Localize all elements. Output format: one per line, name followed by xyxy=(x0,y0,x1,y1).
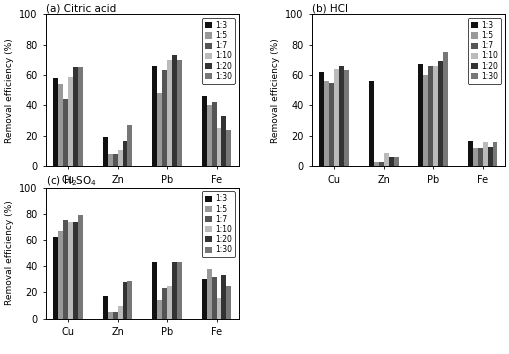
Text: (a) Citric acid: (a) Citric acid xyxy=(46,4,116,13)
Bar xyxy=(388,157,393,166)
Bar xyxy=(383,153,388,166)
Bar xyxy=(78,215,83,319)
Bar xyxy=(492,142,496,166)
Bar xyxy=(63,220,68,319)
Bar xyxy=(53,238,58,319)
Y-axis label: Removal efficiency (%): Removal efficiency (%) xyxy=(270,38,279,143)
Bar xyxy=(422,75,428,166)
Bar xyxy=(107,312,112,319)
Bar xyxy=(157,300,162,319)
Bar xyxy=(393,157,398,166)
Bar xyxy=(319,72,324,166)
Bar xyxy=(221,116,226,166)
Bar xyxy=(482,142,487,166)
Bar xyxy=(127,125,132,166)
Bar xyxy=(162,289,167,319)
Bar xyxy=(103,137,107,166)
Y-axis label: Removal efficiency (%): Removal efficiency (%) xyxy=(5,38,14,143)
Legend: 1:3, 1:5, 1:7, 1:10, 1:20, 1:30: 1:3, 1:5, 1:7, 1:10, 1:20, 1:30 xyxy=(467,18,500,84)
Bar xyxy=(338,66,344,166)
Bar xyxy=(152,66,157,166)
Bar xyxy=(472,148,477,166)
Bar xyxy=(428,66,432,166)
Bar xyxy=(432,66,437,166)
Bar xyxy=(107,154,112,166)
Bar xyxy=(177,262,182,319)
Bar xyxy=(437,61,442,166)
Y-axis label: Removal efficiency (%): Removal efficiency (%) xyxy=(5,201,14,306)
Bar xyxy=(442,52,447,166)
Bar xyxy=(216,128,221,166)
Text: (c) H$_2$SO$_4$: (c) H$_2$SO$_4$ xyxy=(46,174,97,188)
Bar xyxy=(378,162,383,166)
Bar xyxy=(103,296,107,319)
Bar xyxy=(344,70,349,166)
Legend: 1:3, 1:5, 1:7, 1:10, 1:20, 1:30: 1:3, 1:5, 1:7, 1:10, 1:20, 1:30 xyxy=(201,192,235,257)
Bar xyxy=(373,162,378,166)
Bar xyxy=(78,67,83,166)
Bar xyxy=(118,306,122,319)
Bar xyxy=(216,298,221,319)
Bar xyxy=(211,277,216,319)
Bar xyxy=(53,78,58,166)
Bar xyxy=(73,67,78,166)
Bar xyxy=(206,269,211,319)
Bar xyxy=(417,64,422,166)
Bar xyxy=(329,82,333,166)
Bar xyxy=(122,282,127,319)
Bar xyxy=(226,130,231,166)
Bar xyxy=(368,81,373,166)
Bar xyxy=(127,281,132,319)
Bar xyxy=(221,275,226,319)
Bar xyxy=(63,99,68,166)
Bar xyxy=(206,105,211,166)
Bar xyxy=(201,96,206,166)
Bar xyxy=(112,312,118,319)
Bar xyxy=(172,262,177,319)
Bar xyxy=(152,262,157,319)
Text: (b) HCl: (b) HCl xyxy=(312,4,347,13)
Bar xyxy=(157,93,162,166)
Bar xyxy=(162,70,167,166)
Bar xyxy=(68,222,73,319)
Bar xyxy=(177,60,182,166)
Bar xyxy=(172,55,177,166)
Bar xyxy=(467,141,472,166)
Bar xyxy=(201,279,206,319)
Legend: 1:3, 1:5, 1:7, 1:10, 1:20, 1:30: 1:3, 1:5, 1:7, 1:10, 1:20, 1:30 xyxy=(201,18,235,84)
Bar xyxy=(477,148,482,166)
Bar xyxy=(211,102,216,166)
Bar xyxy=(167,286,172,319)
Bar xyxy=(324,81,329,166)
Bar xyxy=(167,60,172,166)
Bar xyxy=(122,141,127,166)
Bar xyxy=(58,231,63,319)
Bar xyxy=(333,69,338,166)
Bar xyxy=(118,150,122,166)
Bar xyxy=(58,84,63,166)
Bar xyxy=(112,154,118,166)
Bar xyxy=(226,286,231,319)
Bar xyxy=(68,76,73,166)
Bar xyxy=(487,147,492,166)
Bar xyxy=(73,222,78,319)
